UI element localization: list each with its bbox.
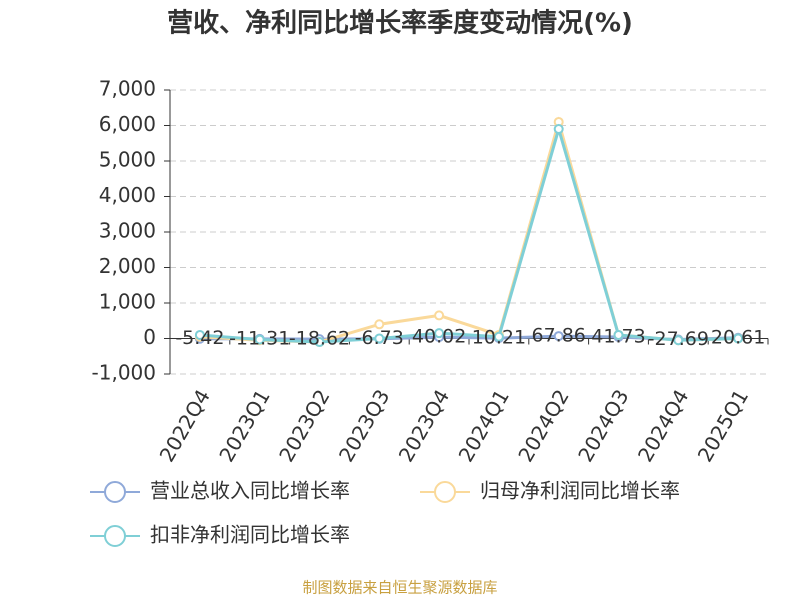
data-label: -5.42	[175, 327, 224, 349]
legend-label: 营业总收入同比增长率	[150, 479, 350, 503]
legend-marker	[434, 481, 456, 503]
data-point	[673, 335, 684, 346]
data-point	[553, 124, 564, 135]
data-point	[374, 319, 385, 330]
data-point	[374, 333, 385, 344]
legend-label: 归母净利润同比增长率	[480, 479, 680, 503]
data-point	[613, 329, 624, 340]
legend-marker	[104, 481, 126, 503]
x-tick-label: 2023Q3	[334, 385, 394, 466]
y-tick-label: 5,000	[99, 148, 156, 172]
x-tick-label: 2024Q3	[573, 385, 633, 466]
x-tick-label: 2023Q1	[214, 385, 274, 466]
data-label: 40.02	[412, 326, 466, 348]
data-label: -6.73	[355, 327, 404, 349]
source-note: 制图数据来自恒生聚源数据库	[302, 579, 497, 597]
data-label: 67.86	[531, 325, 585, 347]
y-tick-label: 3,000	[99, 219, 156, 243]
chart-title: 营收、净利同比增长率季度变动情况(%)	[167, 8, 633, 39]
x-tick-label: 2025Q1	[693, 385, 753, 466]
data-label: -11.31	[229, 327, 290, 349]
legend-label: 扣非净利润同比增长率	[150, 523, 350, 547]
data-point	[434, 328, 445, 339]
y-tick-label: 1,000	[99, 290, 156, 314]
data-point	[314, 337, 325, 348]
data-label: -27.69	[648, 328, 709, 350]
data-point	[733, 333, 744, 344]
y-tick-label: -1,000	[92, 361, 156, 385]
x-tick-label: 2024Q1	[454, 385, 514, 466]
x-tick-label: 2022Q4	[155, 385, 215, 466]
y-tick-label: 4,000	[99, 183, 156, 207]
series-line	[199, 123, 739, 344]
x-tick-label: 2023Q2	[274, 385, 334, 466]
data-label: -18.62	[289, 328, 350, 350]
data-point	[254, 334, 265, 345]
data-label: 20.61	[711, 326, 765, 348]
data-point	[434, 310, 445, 321]
x-tick-label: 2023Q4	[394, 385, 454, 466]
y-tick-label: 2,000	[99, 254, 156, 278]
y-tick-label: 6,000	[99, 112, 156, 136]
data-point	[194, 329, 205, 340]
data-label: 41.73	[591, 326, 645, 348]
data-label: 10.21	[472, 327, 526, 349]
x-tick-label: 2024Q2	[513, 385, 573, 466]
legend-marker	[104, 525, 126, 547]
data-point	[553, 331, 564, 342]
y-tick-label: 7,000	[99, 77, 156, 101]
x-tick-label: 2024Q4	[633, 385, 693, 466]
data-point	[493, 331, 504, 342]
y-tick-label: 0	[143, 325, 156, 349]
